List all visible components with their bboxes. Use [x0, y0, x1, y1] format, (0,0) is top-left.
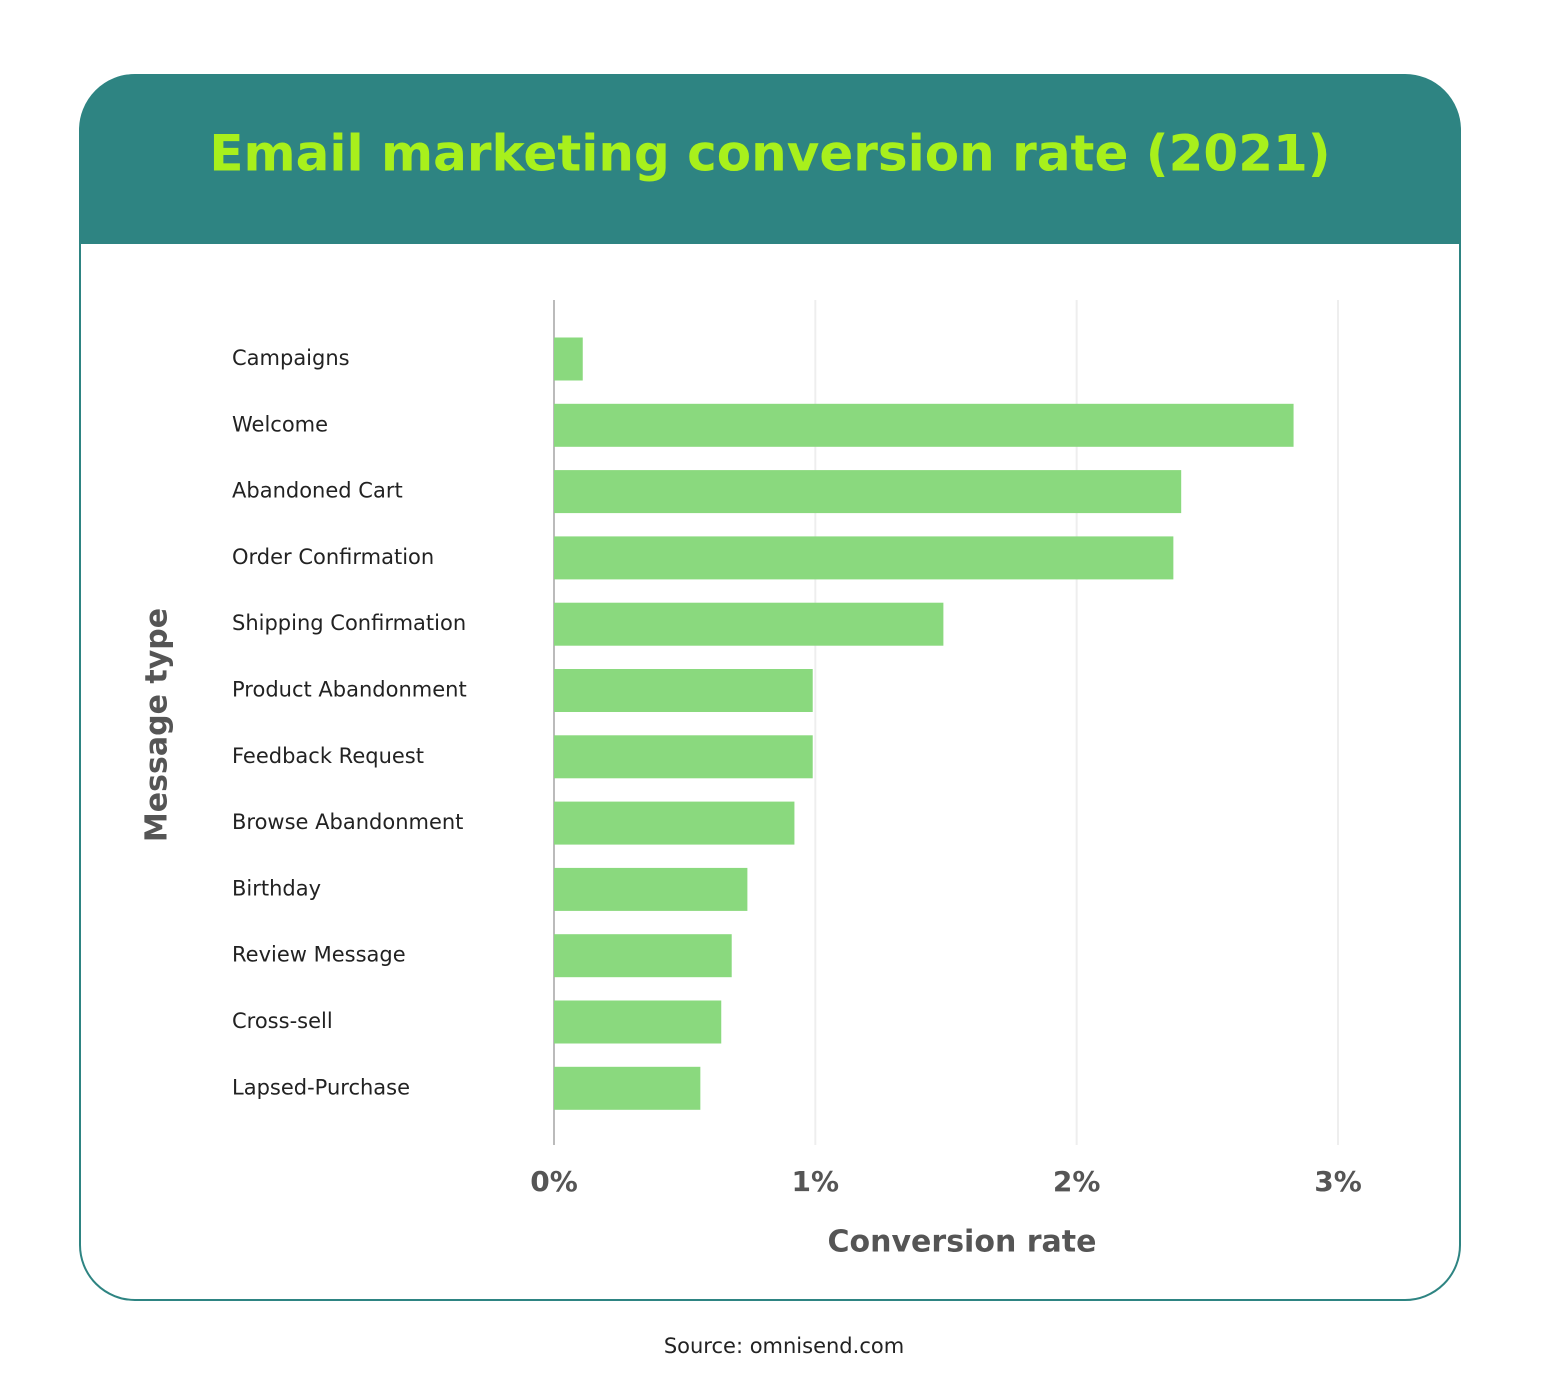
bar — [554, 337, 583, 381]
y-tick-label: Lapsed-Purchase — [232, 1075, 410, 1099]
chart-title: Email marketing conversion rate (2021) — [209, 125, 1330, 183]
bar — [554, 602, 944, 646]
bar — [554, 735, 813, 779]
y-tick-label: Feedback Request — [232, 744, 424, 768]
bar — [554, 867, 748, 911]
y-axis-label: Message type — [140, 608, 175, 842]
source: Source: omnisend.com — [664, 1334, 904, 1358]
bar — [554, 1066, 701, 1110]
bar — [554, 470, 1182, 514]
x-tick-label: 1% — [792, 1165, 840, 1198]
bar — [554, 536, 1174, 580]
y-tick-label: Campaigns — [232, 346, 350, 370]
x-tick-label: 2% — [1053, 1165, 1101, 1198]
y-tick-label: Browse Abandonment — [232, 810, 463, 834]
y-tick-label: Review Message — [232, 943, 406, 967]
x-axis-label: Conversion rate — [828, 1225, 1097, 1260]
bar — [554, 403, 1294, 447]
y-tick-label: Abandoned Cart — [232, 479, 403, 503]
y-tick-label: Shipping Confirmation — [232, 611, 466, 635]
bar — [554, 934, 732, 978]
x-tick-label: 3% — [1314, 1165, 1362, 1198]
x-tick-label: 0% — [530, 1165, 578, 1198]
bar — [554, 669, 813, 712]
y-tick-label: Order Confirmation — [232, 545, 434, 569]
bar — [554, 801, 795, 845]
header — [80, 75, 1460, 244]
y-tick-label: Product Abandonment — [232, 678, 467, 702]
y-tick-label: Cross-sell — [232, 1009, 333, 1033]
y-tick-label: Birthday — [232, 876, 321, 900]
y-tick-label: Welcome — [232, 412, 328, 436]
bar — [554, 1000, 722, 1044]
